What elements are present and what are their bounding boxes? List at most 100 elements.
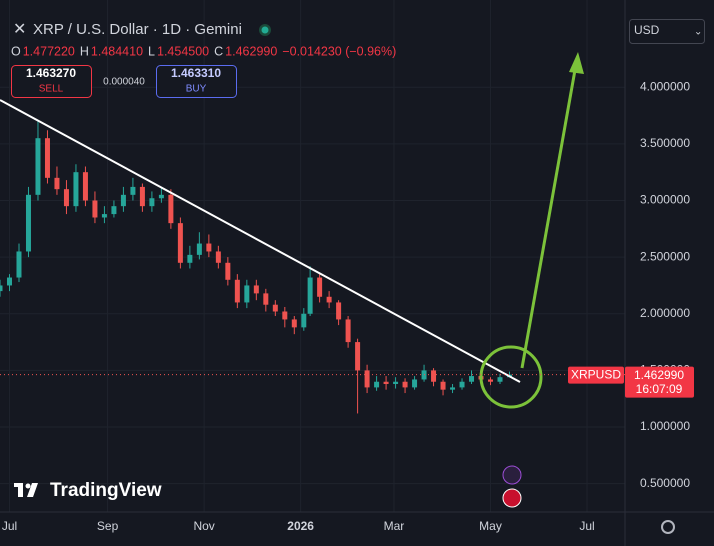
candle-body: [139, 186, 145, 207]
candle-body: [317, 277, 323, 297]
candle-body: [282, 311, 288, 320]
sell-price: 1.463270: [26, 66, 76, 80]
candle-body: [336, 302, 342, 320]
x-tick-label: Mar: [384, 519, 405, 533]
candle-body: [402, 381, 408, 388]
watermark-logo: [14, 483, 38, 497]
candle-body: [497, 377, 503, 382]
candle-body: [450, 387, 456, 390]
ohlc-row: O 1.477220 H 1.484410 L 1.454500 C 1.462990 −0.0…: [11, 44, 396, 58]
candle-body: [82, 172, 88, 201]
dropdown-caret: ⌄: [694, 27, 702, 38]
arrow-head: [569, 52, 584, 74]
ohlc-label: O: [11, 44, 21, 58]
candle-body: [412, 379, 418, 388]
candle-body: [469, 376, 475, 382]
candle-body: [263, 293, 269, 305]
candle-body: [35, 138, 41, 195]
candle-body: [393, 381, 399, 384]
candle-body: [459, 381, 465, 388]
candle-body: [73, 172, 79, 207]
candle-body: [374, 381, 380, 388]
candle-body: [25, 194, 31, 252]
buy-button[interactable]: [156, 65, 237, 98]
candle-body: [6, 277, 12, 286]
symbol-tag-bg: [568, 366, 624, 384]
buy-label: BUY: [186, 84, 207, 95]
symbol-title: XRP / U.S. Dollar · 1D · Gemini: [33, 21, 242, 38]
x-tick-label: May: [479, 519, 502, 533]
candle-body: [253, 285, 259, 294]
ohlc-value: 1.484410: [91, 44, 143, 58]
candles: [0, 121, 512, 414]
x-tick-label: Sep: [97, 519, 119, 533]
currency-label: USD: [634, 23, 660, 37]
candle-body: [177, 223, 183, 263]
candle-body: [196, 243, 202, 255]
arrow-shaft: [520, 69, 577, 369]
candle-body: [215, 251, 221, 263]
candle-body: [120, 194, 126, 207]
ohlc-change: −0.014230 (−0.96%): [282, 44, 396, 58]
close-icon[interactable]: ✕: [13, 21, 26, 38]
candle-body: [44, 138, 50, 178]
candle-body: [364, 370, 370, 388]
candle-body: [431, 370, 437, 382]
ohlc-value: 1.462990: [225, 44, 277, 58]
price-tag-bg: [625, 366, 694, 398]
settings-icon[interactable]: [661, 520, 675, 534]
y-tick-label: 4.000000: [640, 79, 690, 93]
axes: 0.5000001.0000001.5000002.0000002.500000…: [2, 79, 690, 533]
symbol-tag: XRPUSD: [571, 367, 621, 381]
x-tick-label: 2026: [287, 519, 314, 533]
countdown: 16:07:09: [636, 382, 683, 396]
candle-body: [16, 251, 22, 278]
candle-body: [130, 186, 136, 195]
candle-body: [158, 194, 164, 199]
y-tick-label: 1.000000: [640, 419, 690, 433]
candle-body: [488, 379, 494, 382]
candle-body: [187, 254, 193, 263]
watermark: TradingView: [50, 480, 162, 501]
y-tick-label: 0.500000: [640, 476, 690, 490]
x-tick-label: Jul: [2, 519, 17, 533]
ohlc-value: 1.477220: [23, 44, 75, 58]
candle-body: [355, 342, 361, 371]
status-dot: [261, 26, 269, 34]
candle-body: [345, 319, 351, 343]
buy-price: 1.463310: [171, 66, 221, 80]
candle-body: [326, 296, 332, 303]
candle-body: [111, 206, 117, 215]
sell-button[interactable]: [11, 65, 92, 98]
event-icon[interactable]: [502, 488, 522, 508]
y-tick-label: 3.500000: [640, 136, 690, 150]
candle-body: [168, 194, 174, 224]
event-icon[interactable]: [502, 465, 522, 485]
candle-body: [307, 277, 313, 314]
candle-body: [440, 381, 446, 390]
price-tag: 1.462990: [634, 368, 684, 382]
spread: 0.000040: [103, 77, 145, 88]
x-tick-label: Jul: [579, 519, 594, 533]
x-tick-label: Nov: [193, 519, 214, 533]
candle-body: [206, 243, 212, 252]
y-tick-label: 3.000000: [640, 193, 690, 207]
ohlc-label: H: [80, 44, 89, 58]
trend-line: [0, 99, 521, 383]
candle-body: [301, 313, 307, 328]
candle-body: [101, 214, 107, 218]
candle-body: [54, 177, 60, 190]
candle-body: [63, 189, 69, 207]
ohlc-label: C: [214, 44, 223, 58]
currency-dropdown[interactable]: [629, 19, 705, 44]
sell-label: SELL: [39, 84, 64, 95]
candle-body: [272, 304, 278, 312]
grid: [0, 0, 625, 512]
y-tick-label: 2.500000: [640, 249, 690, 263]
ohlc-value: 1.454500: [157, 44, 209, 58]
candle-body: [383, 381, 389, 384]
candle-body: [225, 262, 231, 280]
